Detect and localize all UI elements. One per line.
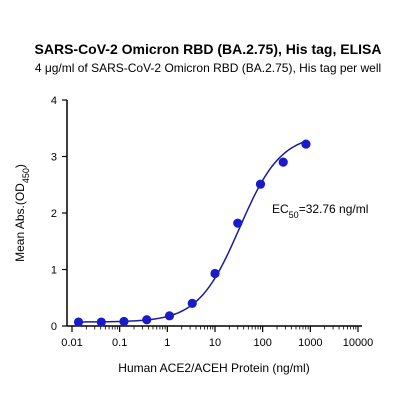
- data-point: [187, 298, 197, 308]
- y-tick-label: 0: [51, 321, 57, 333]
- data-point: [164, 311, 175, 321]
- ec50-annotation: EC50=32.76 ng/ml: [272, 202, 368, 220]
- data-point: [96, 317, 106, 327]
- data-point: [73, 317, 84, 327]
- y-axis-label: Mean Abs.(OD450): [13, 164, 31, 262]
- x-ticks: 0.01 0.1 1 10 100 1000 10000: [61, 326, 373, 349]
- chart-title: SARS-CoV-2 Omicron RBD (BA.2.75), His ta…: [35, 41, 382, 57]
- x-tick-label: 10000: [343, 337, 374, 349]
- data-point: [142, 315, 152, 325]
- data-point: [255, 179, 266, 189]
- x-tick-label: 1000: [298, 337, 322, 349]
- data-point: [233, 218, 243, 228]
- fit-curve: [78, 140, 307, 323]
- x-tick-label: 10: [209, 337, 221, 349]
- data-point: [301, 139, 311, 149]
- data-points: [73, 139, 311, 327]
- data-point: [210, 268, 220, 279]
- y-tick-label: 3: [51, 152, 57, 164]
- data-point: [278, 157, 288, 167]
- x-tick-label: 0.01: [61, 337, 82, 349]
- y-tick-label: 4: [51, 95, 57, 107]
- y-ticks: 0 1 2 3 4: [51, 95, 67, 333]
- chart-subtitle: 4 μg/ml of SARS-CoV-2 Omicron RBD (BA.2.…: [35, 61, 381, 75]
- data-point: [119, 316, 129, 327]
- x-tick-label: 100: [253, 337, 271, 349]
- y-tick-label: 1: [51, 265, 57, 277]
- x-tick-label: 0.1: [112, 337, 127, 349]
- x-tick-label: 1: [164, 337, 170, 349]
- x-axis-label: Human ACE2/ACEH Protein (ng/ml): [118, 361, 309, 375]
- y-tick-label: 2: [51, 208, 57, 220]
